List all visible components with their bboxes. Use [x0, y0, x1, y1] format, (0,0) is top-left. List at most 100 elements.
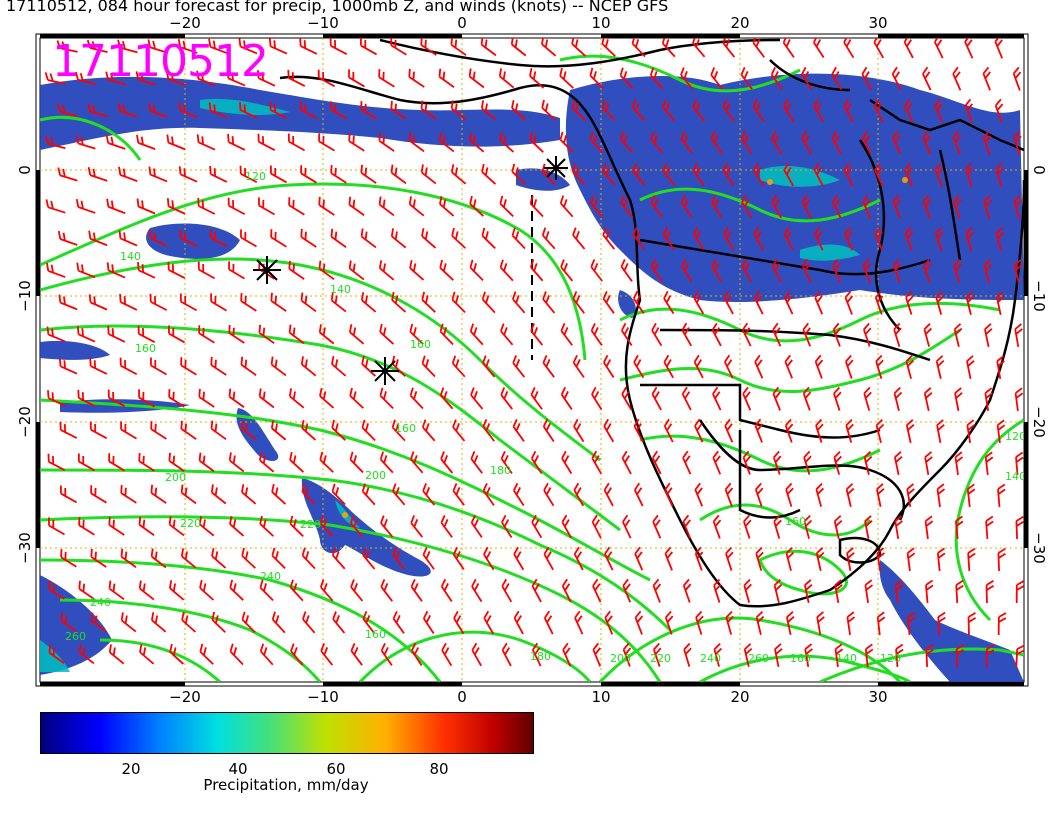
wind-barb	[180, 357, 197, 376]
wind-barb	[815, 547, 825, 571]
wind-barb	[591, 386, 603, 411]
lat-label: −10	[16, 280, 34, 312]
wind-barb	[108, 453, 125, 472]
wind-barb	[238, 38, 258, 55]
wind-barb	[1015, 451, 1024, 476]
wind-barb	[239, 165, 258, 183]
wind-barb	[290, 643, 304, 666]
wind-barb	[258, 197, 275, 216]
wind-barb	[513, 610, 524, 635]
wind-barb	[832, 322, 842, 347]
wind-barb	[592, 642, 601, 667]
wind-barb	[510, 38, 527, 57]
wind-barb	[785, 482, 794, 507]
wind-barb	[149, 293, 168, 311]
wind-barb	[602, 290, 615, 314]
wind-barb	[907, 611, 916, 636]
wind-barb	[601, 99, 616, 122]
contour-label: 240	[700, 652, 721, 665]
wind-barb	[360, 292, 377, 313]
wind-barb	[60, 612, 77, 632]
wind-barb	[843, 38, 855, 59]
wind-barbs	[44, 38, 1024, 668]
wind-barb	[741, 194, 753, 219]
wind-barb	[661, 38, 676, 58]
lon-label: −10	[307, 688, 339, 706]
wind-barb	[150, 421, 167, 440]
wind-barb	[952, 66, 962, 91]
wind-barb	[378, 132, 395, 152]
wind-barb	[211, 611, 226, 633]
lon-label: 10	[591, 14, 610, 32]
wind-barb	[621, 450, 632, 475]
wind-barb	[331, 483, 346, 506]
wind-barb	[57, 167, 78, 182]
wind-barb	[923, 387, 933, 411]
date-stamp: 17110512	[52, 36, 269, 87]
wind-barb	[572, 227, 586, 250]
wind-barb	[784, 418, 794, 443]
chart-title: 17110512, 084 hour forecast for precip, …	[6, 0, 669, 15]
wind-barb	[120, 484, 137, 504]
wind-barb	[1015, 515, 1024, 540]
wind-barb	[438, 68, 455, 88]
colorbar-tick: 60	[326, 760, 346, 778]
wind-barb	[147, 39, 168, 54]
wind-barb	[846, 547, 855, 572]
wind-barb	[119, 294, 138, 311]
wind-barb	[227, 133, 246, 151]
wind-barb	[633, 354, 645, 379]
wind-barb	[771, 130, 783, 155]
wind-barb	[925, 643, 934, 668]
wind-barb	[982, 66, 991, 91]
wind-barb	[169, 643, 184, 665]
wind-barb	[47, 390, 66, 407]
wind-barb	[692, 38, 706, 58]
wind-barb	[390, 164, 407, 185]
wind-barb	[240, 356, 257, 376]
wind-barb	[483, 610, 495, 635]
wind-barb	[420, 164, 437, 185]
wind-barb	[844, 226, 854, 251]
wind-barb	[330, 292, 347, 313]
wind-barb	[47, 453, 66, 471]
wind-barb	[86, 39, 108, 53]
wind-barb	[89, 357, 108, 375]
height-contours	[40, 54, 1024, 682]
wind-barb	[349, 451, 364, 474]
wind-barb	[936, 483, 946, 508]
wind-barb	[529, 131, 544, 153]
wind-barb	[90, 548, 107, 568]
wind-barb	[361, 419, 376, 442]
wind-barb	[664, 610, 674, 635]
wind-barb	[592, 578, 602, 603]
wind-barb	[48, 644, 65, 664]
contour-label-group: 120 140 140 160 160 160 180 200 200 220 220 240 240 2…	[65, 170, 1024, 665]
wind-barb	[288, 260, 305, 280]
wind-barb	[603, 482, 614, 507]
wind-barb	[259, 515, 274, 537]
wind-barb	[589, 67, 604, 89]
wind-barb	[228, 388, 245, 409]
wind-barb	[816, 611, 825, 636]
wind-barb	[451, 355, 466, 378]
wind-barb	[107, 325, 126, 343]
colorbar-tick: 40	[228, 760, 248, 778]
wind-barb	[560, 386, 573, 410]
wind-barb	[742, 386, 752, 411]
wind-barb	[725, 610, 734, 635]
wind-barb	[499, 259, 514, 282]
wind-barb	[590, 195, 604, 218]
wind-barb	[753, 162, 765, 187]
wind-barb	[168, 389, 185, 408]
wind-barb	[833, 386, 842, 411]
wind-barb	[511, 163, 526, 185]
wind-barb	[199, 643, 214, 665]
contour-label: 180	[530, 650, 551, 663]
wind-barb	[498, 68, 515, 89]
wind-barb	[78, 644, 95, 665]
wind-barb	[542, 355, 555, 378]
wind-barb	[88, 230, 108, 247]
wind-barb	[783, 162, 795, 187]
